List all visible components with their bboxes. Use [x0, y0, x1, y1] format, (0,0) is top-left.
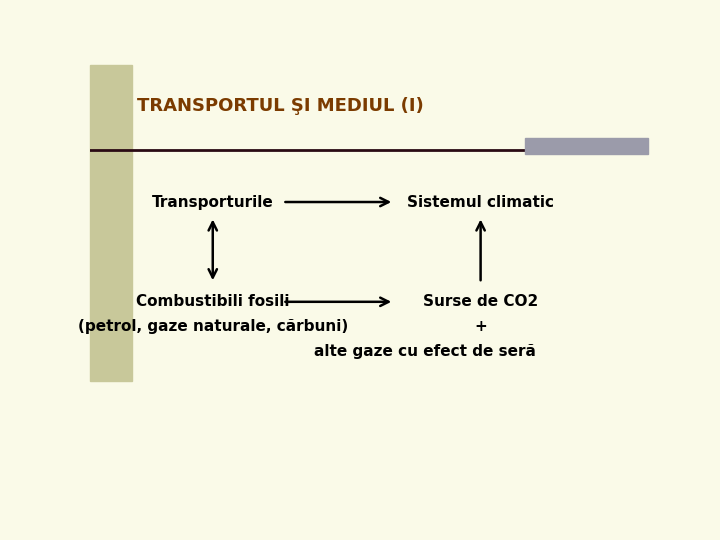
Text: Transporturile: Transporturile — [152, 194, 274, 210]
Text: +: + — [474, 319, 487, 334]
Text: alte gaze cu efect de seră: alte gaze cu efect de seră — [314, 344, 536, 359]
Text: Combustibili fosili: Combustibili fosili — [136, 294, 289, 309]
Text: Sistemul climatic: Sistemul climatic — [407, 194, 554, 210]
Bar — [90, 65, 132, 381]
Text: TRANSPORTUL ŞI MEDIUL (I): TRANSPORTUL ŞI MEDIUL (I) — [138, 97, 424, 116]
Text: Surse de CO2: Surse de CO2 — [423, 294, 539, 309]
Text: (petrol, gaze naturale, cărbuni): (petrol, gaze naturale, cărbuni) — [78, 319, 348, 334]
Bar — [526, 138, 648, 154]
